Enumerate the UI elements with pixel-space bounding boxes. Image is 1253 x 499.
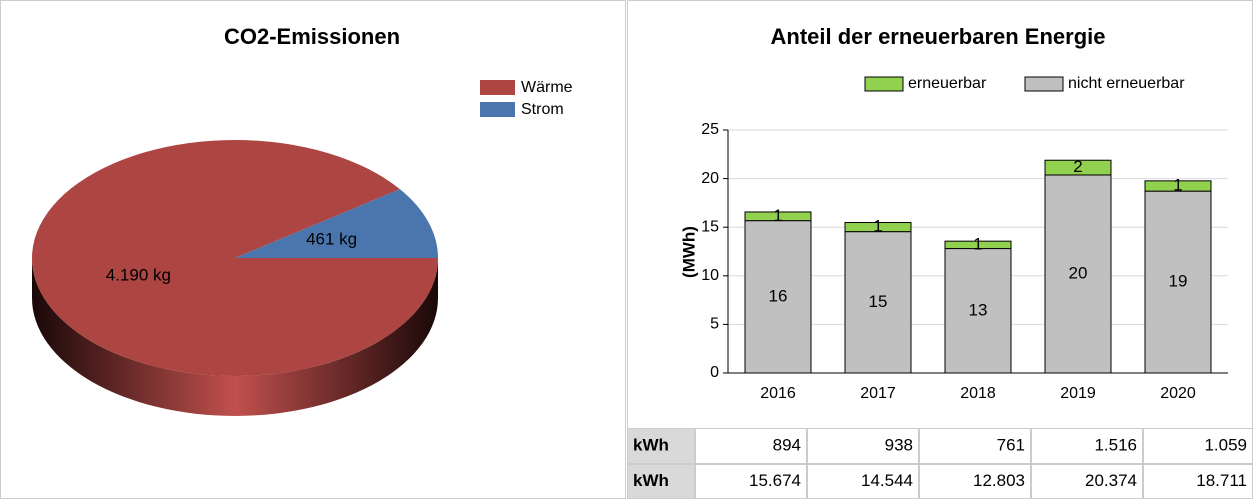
table-header-cell bbox=[627, 464, 695, 499]
y-tick-label: 15 bbox=[701, 218, 719, 235]
legend-label: erneuerbar bbox=[908, 75, 987, 92]
bar-segment bbox=[844, 222, 912, 233]
bar-segment bbox=[744, 220, 812, 374]
table-cell bbox=[1143, 428, 1253, 464]
table-text: 14.544 bbox=[861, 471, 913, 490]
legend-label: Wärme bbox=[521, 79, 573, 96]
y-axis-label: (MWh) bbox=[679, 226, 698, 278]
legend-swatch bbox=[480, 102, 515, 117]
legend-label: nicht erneuerbar bbox=[1068, 75, 1185, 92]
pie-label: 4.190 kg bbox=[106, 266, 171, 285]
bar-value-label: 1 bbox=[773, 206, 782, 225]
bar-value-label: 13 bbox=[969, 300, 988, 319]
table-text: 15.674 bbox=[749, 471, 801, 490]
table-text: 18.711 bbox=[1196, 471, 1247, 490]
y-tick-label: 0 bbox=[710, 364, 719, 381]
bar-segment bbox=[1044, 174, 1112, 374]
x-tick-label: 2020 bbox=[1160, 385, 1196, 402]
legend-swatch bbox=[864, 76, 904, 92]
bar-value-label: 20 bbox=[1069, 263, 1088, 282]
table-cell bbox=[919, 464, 1031, 499]
x-tick-label: 2019 bbox=[1060, 385, 1096, 402]
bar-value-label: 1 bbox=[973, 234, 982, 253]
table-text: 12.803 bbox=[973, 471, 1025, 490]
pie-slice bbox=[235, 189, 438, 258]
table-text: 20.374 bbox=[1085, 471, 1137, 490]
table-text: 1.516 bbox=[1094, 435, 1137, 454]
table-cell bbox=[807, 428, 919, 464]
bar-value-label: 19 bbox=[1169, 272, 1188, 291]
y-tick-label: 20 bbox=[701, 170, 719, 187]
table-cell bbox=[695, 428, 807, 464]
x-tick-label: 2017 bbox=[860, 385, 896, 402]
bar-segment bbox=[944, 240, 1012, 250]
bar-segment bbox=[1144, 180, 1212, 192]
table-header-cell bbox=[627, 428, 695, 464]
table-cell bbox=[695, 464, 807, 499]
bar-value-label: 15 bbox=[869, 292, 888, 311]
bar-segment bbox=[1144, 190, 1212, 374]
bar-value-label: 16 bbox=[769, 286, 788, 305]
bar-value-label: 1 bbox=[873, 217, 882, 236]
legend-swatch bbox=[1024, 76, 1064, 92]
x-tick-label: 2016 bbox=[760, 385, 796, 402]
table-header-text: kWh bbox=[633, 471, 669, 490]
pie-title: CO2-Emissionen bbox=[224, 24, 400, 49]
bar-segment bbox=[844, 231, 912, 374]
y-tick-label: 5 bbox=[710, 316, 719, 333]
table-header-text: kWh bbox=[633, 435, 669, 454]
table-text: 1.059 bbox=[1204, 435, 1247, 454]
y-tick-label: 25 bbox=[701, 121, 719, 138]
table-text: 938 bbox=[885, 435, 913, 454]
pie-label: 461 kg bbox=[306, 229, 357, 248]
y-tick-label: 10 bbox=[701, 267, 719, 284]
table-cell bbox=[919, 428, 1031, 464]
bar-value-label: 1 bbox=[1173, 175, 1182, 194]
table-text: 761 bbox=[997, 435, 1025, 454]
bar-segment bbox=[944, 248, 1012, 374]
table-cell bbox=[1031, 464, 1143, 499]
table-cell bbox=[807, 464, 919, 499]
table-text: 894 bbox=[773, 435, 801, 454]
bar-title: Anteil der erneuerbaren Energie bbox=[771, 24, 1106, 49]
legend-label: Strom bbox=[521, 101, 564, 118]
legend-swatch bbox=[480, 80, 515, 95]
table-cell bbox=[1031, 428, 1143, 464]
bar-value-label: 2 bbox=[1073, 157, 1082, 176]
pie-side bbox=[32, 258, 438, 416]
bar-segment bbox=[1044, 159, 1112, 176]
bar-segment bbox=[744, 211, 812, 222]
x-tick-label: 2018 bbox=[960, 385, 996, 402]
